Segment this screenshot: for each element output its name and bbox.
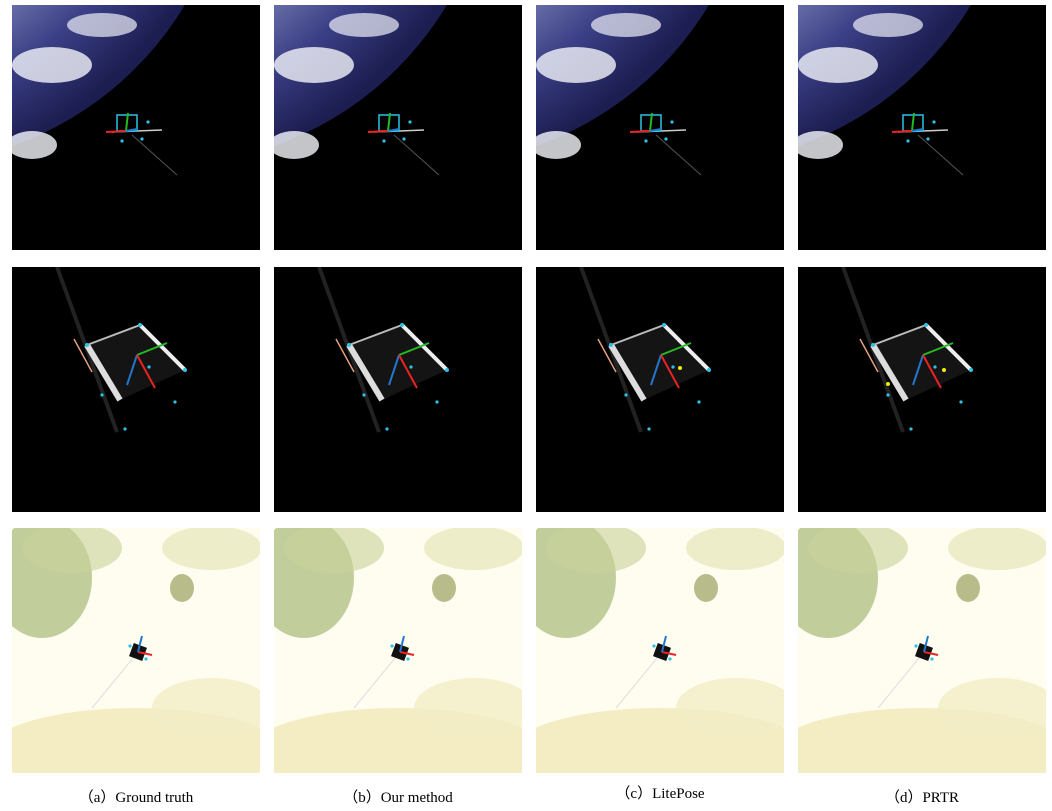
panel-image bbox=[0, 518, 286, 798]
caption: （b）Our method bbox=[343, 789, 453, 806]
caption: （d）PRTR bbox=[885, 789, 959, 806]
keypoint bbox=[678, 366, 682, 370]
row-bright bbox=[0, 518, 1052, 798]
panel-image bbox=[510, 518, 810, 798]
panel-image bbox=[798, 267, 1046, 512]
row-earth bbox=[0, 0, 1046, 250]
panel-image bbox=[12, 267, 260, 512]
panel-image bbox=[536, 267, 784, 512]
panel-image bbox=[772, 518, 1052, 798]
panel-image bbox=[0, 0, 260, 250]
caption: （a）Ground truth bbox=[79, 789, 194, 806]
row-dark bbox=[12, 267, 1046, 512]
panel-image bbox=[248, 518, 548, 798]
caption: （c）LitePose bbox=[615, 785, 704, 802]
panel-image bbox=[274, 267, 522, 512]
figure: （a）Ground truth （b）Our method （c）LitePos… bbox=[0, 0, 1052, 811]
keypoint bbox=[942, 368, 946, 372]
keypoint bbox=[886, 382, 890, 386]
